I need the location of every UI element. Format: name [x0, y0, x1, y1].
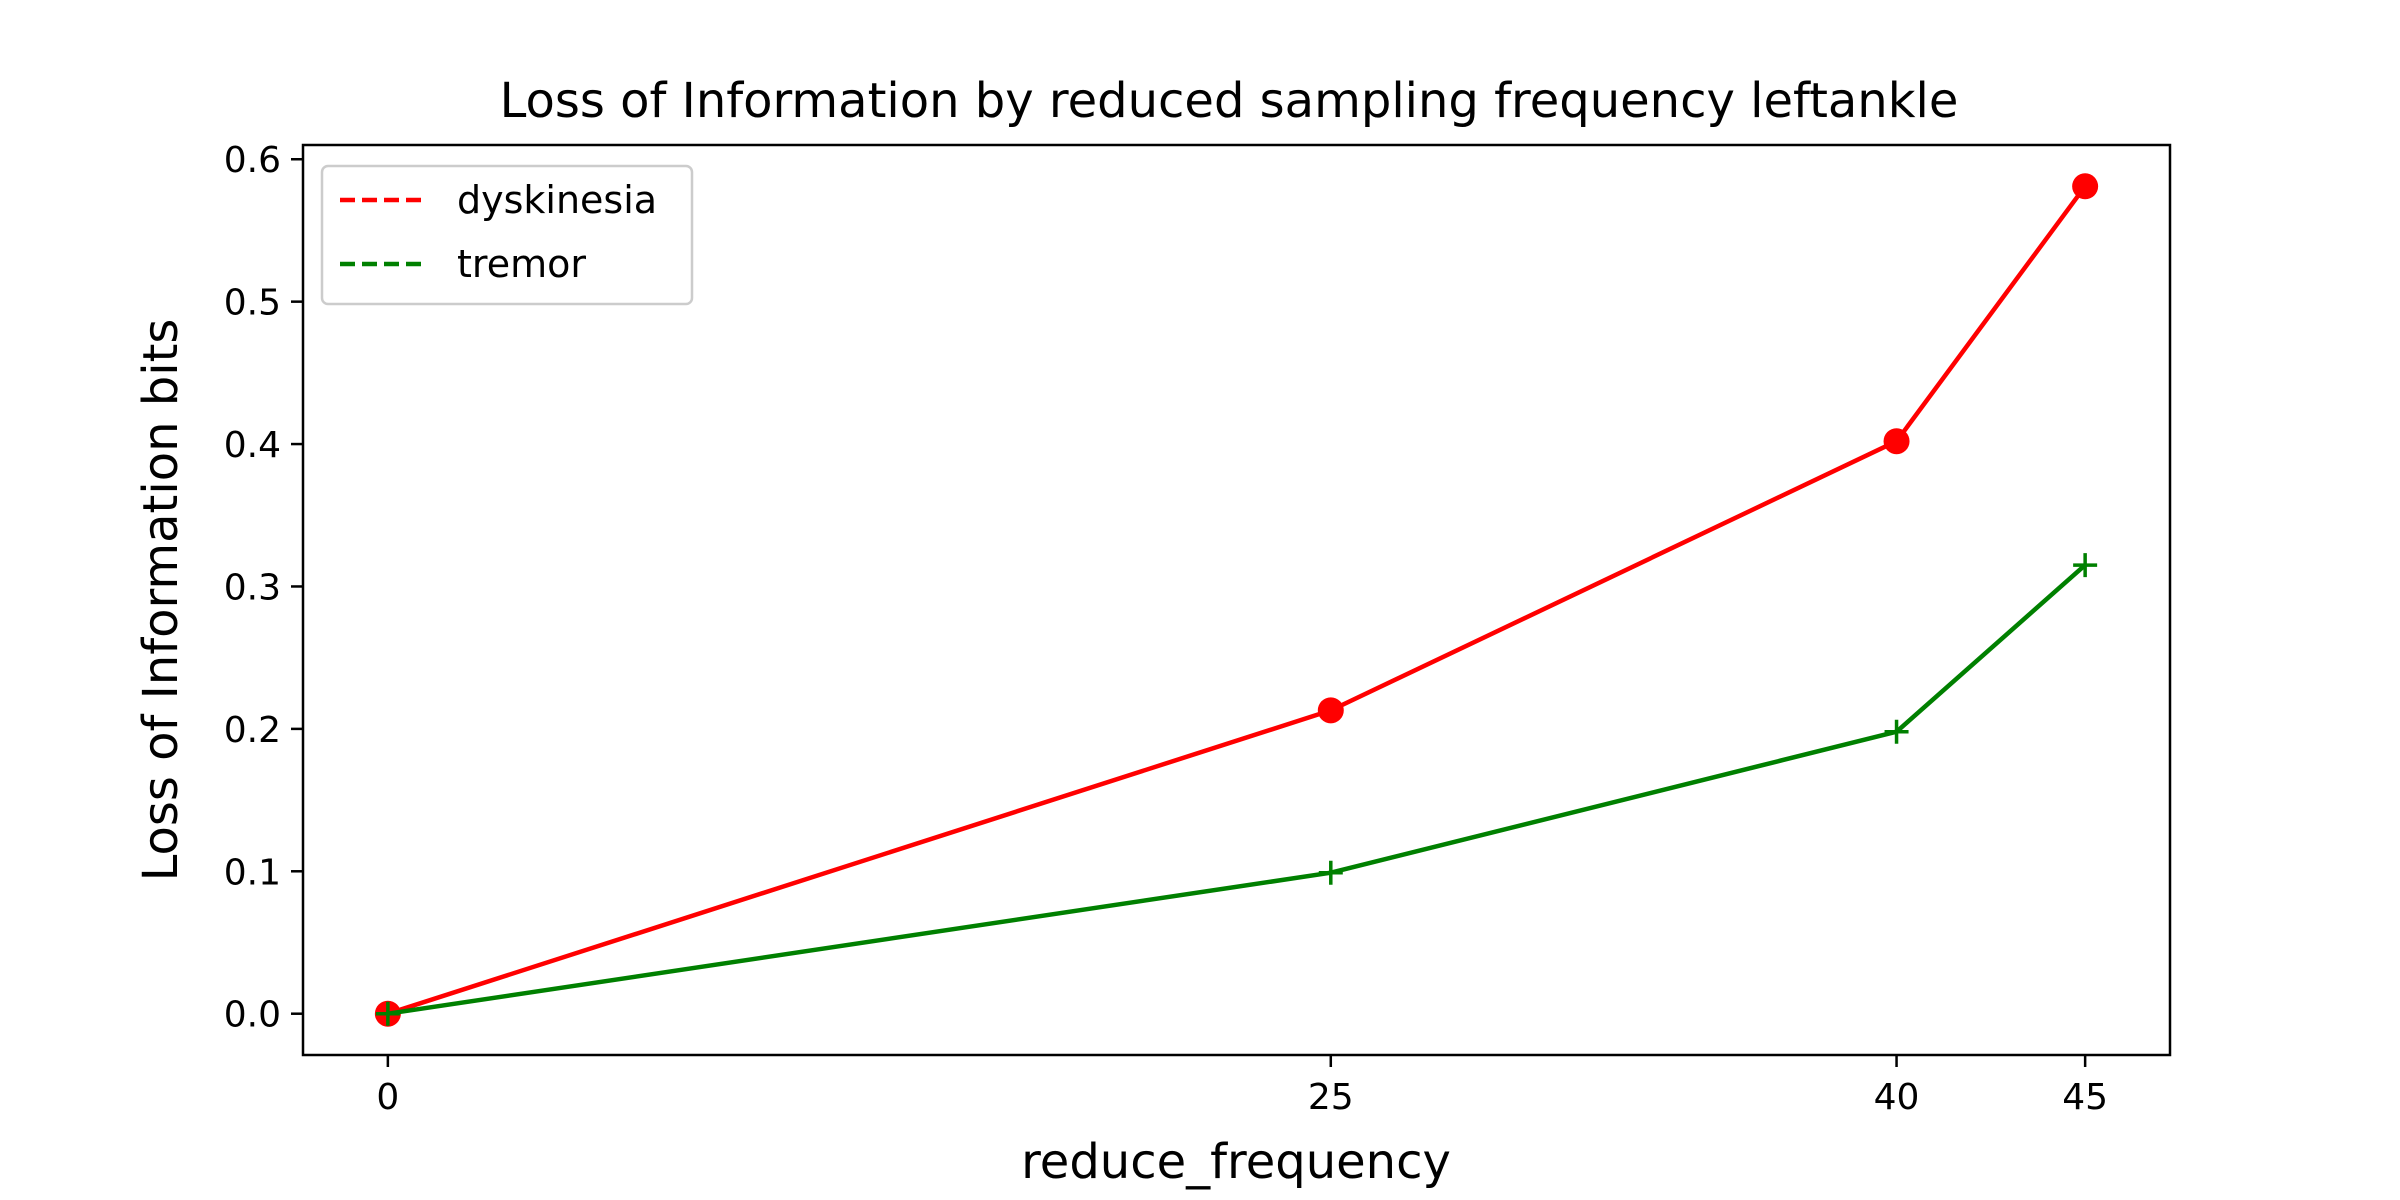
x-axis-title: reduce_frequency — [1021, 1134, 1451, 1190]
y-tick-label: 0.3 — [224, 567, 281, 608]
y-tick-label: 0.2 — [224, 710, 281, 751]
x-tick-label: 40 — [1874, 1077, 1920, 1118]
chart-title: Loss of Information by reduced sampling … — [500, 73, 1959, 129]
data-point-tremor — [2073, 553, 2098, 578]
y-tick-label: 0.1 — [224, 852, 281, 893]
data-point-tremor — [1318, 860, 1343, 885]
data-point-tremor — [1884, 719, 1909, 744]
data-point-dyskinesia — [1883, 428, 1910, 455]
legend: dyskinesia tremor — [320, 164, 694, 306]
series-line-tremor — [385, 562, 2088, 1016]
legend-label-dyskinesia: dyskinesia — [457, 178, 657, 222]
x-tick-label: 0 — [376, 1077, 399, 1118]
y-tick-label: 0.0 — [224, 995, 281, 1036]
data-point-dyskinesia — [2072, 173, 2099, 200]
series-layer — [374, 173, 2099, 1027]
legend-label-tremor: tremor — [457, 242, 586, 286]
y-tick-label: 0.6 — [224, 140, 281, 181]
plot-area-frame — [301, 143, 2172, 1057]
y-tick-label: 0.4 — [224, 425, 281, 466]
series-line-dyskinesia — [385, 184, 2088, 1016]
x-axis-ticks: 0 25 40 45 — [376, 1055, 2108, 1118]
y-axis-ticks: 0.0 0.1 0.2 0.3 0.4 0.5 0.6 — [224, 140, 303, 1036]
y-tick-label: 0.5 — [224, 283, 281, 324]
data-point-tremor — [375, 1001, 400, 1026]
x-tick-label: 25 — [1308, 1077, 1354, 1118]
data-point-dyskinesia — [1317, 697, 1344, 724]
x-tick-label: 45 — [2062, 1077, 2108, 1118]
y-axis-title: Loss of Information bits — [133, 319, 189, 882]
